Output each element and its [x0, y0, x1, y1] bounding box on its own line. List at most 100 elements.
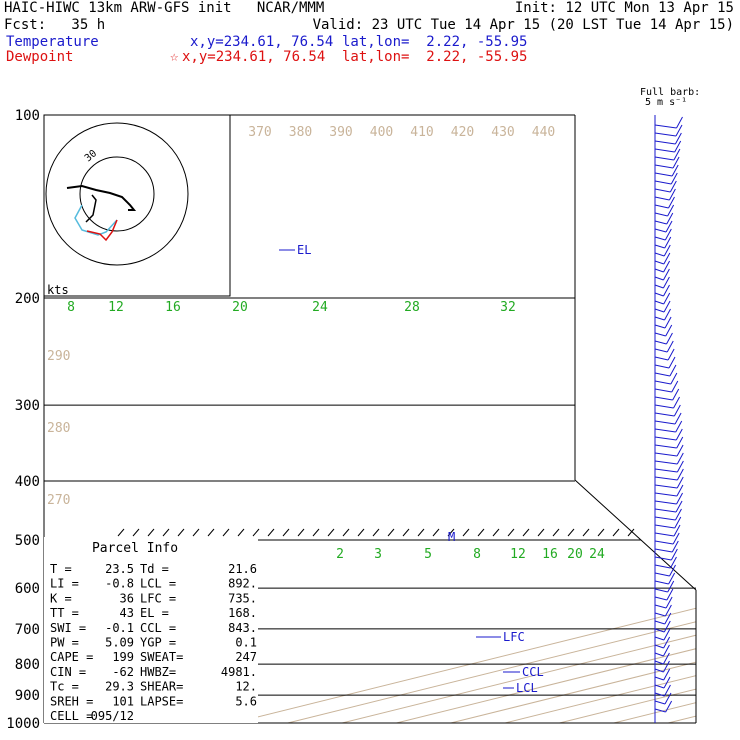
wind-barb — [654, 220, 673, 233]
wind-barb — [654, 156, 680, 169]
wind-barb — [654, 132, 682, 145]
parcel-label: TT = — [50, 606, 79, 620]
temperature-legend: Temperature — [6, 34, 99, 50]
wind-barb — [654, 268, 670, 281]
parcel-value: 43 — [120, 606, 134, 620]
mixing-ratio-label: 16 — [542, 547, 558, 562]
wind-barb — [654, 444, 684, 457]
wind-barb — [654, 340, 674, 353]
isotherm-line — [613, 702, 696, 723]
mixing-ratio-label: 8 — [473, 547, 481, 562]
hatch-tick — [597, 528, 605, 537]
wind-barb — [654, 476, 684, 489]
hatch-tick — [537, 528, 545, 537]
hatch-tick — [492, 528, 500, 537]
parcel-label: CAPE = — [50, 650, 93, 664]
hatch-tick — [462, 528, 470, 537]
hodograph-frame — [43, 114, 231, 297]
pressure-tick-label: 600 — [15, 581, 40, 597]
wind-barb — [654, 596, 673, 609]
mixing-ratio-label: 24 — [589, 547, 605, 562]
pressure-tick-label: 900 — [15, 688, 40, 704]
hatch-tick — [207, 528, 215, 537]
hatch-tick — [402, 528, 410, 537]
pressure-tick-label: 100 — [15, 108, 40, 124]
level-marker-lcl: LCL — [516, 681, 538, 695]
wind-barb — [654, 284, 670, 297]
wind-barb — [654, 308, 671, 321]
moist-adiabat-label: 24 — [312, 300, 328, 315]
theta-e-label: 420 — [451, 125, 474, 140]
parcel-value: 199 — [112, 650, 134, 664]
parcel-value: 168. — [228, 606, 257, 620]
isotherm-line — [396, 648, 696, 723]
hatch-tick — [612, 528, 620, 537]
wind-barb — [654, 676, 671, 689]
dewpoint-xy: x,y=234.61, 76.54 — [182, 49, 326, 65]
wind-barb — [654, 212, 674, 225]
parcel-label: SHEAR= — [140, 680, 183, 694]
hatch-tick — [162, 528, 170, 537]
parcel-value: 23.5 — [105, 562, 134, 576]
parcel-value: -62 — [112, 665, 134, 679]
wind-barb — [654, 668, 671, 681]
hatch-tick — [312, 528, 320, 537]
hatch-tick — [237, 528, 245, 537]
wind-barb — [654, 204, 675, 217]
wind-barb — [654, 700, 673, 713]
parcel-value: 101 — [112, 694, 134, 708]
wind-barb — [654, 124, 683, 137]
parcel-label: SREH = — [50, 694, 93, 708]
hatch-tick — [297, 528, 305, 537]
pressure-tick-label: 500 — [15, 533, 40, 549]
hodograph-trace-low — [74, 204, 118, 236]
wind-barb — [654, 348, 675, 361]
parcel-value: 5.09 — [105, 636, 134, 650]
dewpoint-marker: ☆ — [170, 49, 179, 65]
parcel-value: 4981. — [221, 665, 257, 679]
level-marker-lfc: LFC — [503, 630, 525, 644]
moist-adiabat-label: 8 — [67, 300, 75, 315]
wind-barb — [654, 652, 670, 665]
dewpoint-legend: Dewpoint — [6, 49, 74, 65]
hodograph-trace-surface — [86, 219, 118, 242]
parcel-label: Td = — [140, 562, 169, 576]
hatch-tick — [477, 528, 485, 537]
hatch-tick — [267, 528, 275, 537]
parcel-label: HWBZ= — [140, 665, 176, 679]
hatch-tick — [417, 528, 425, 537]
moist-adiabat-label: 16 — [165, 300, 181, 315]
wind-barb — [654, 564, 676, 577]
hatch-tick — [342, 528, 350, 537]
parcel-value: 36 — [120, 591, 134, 605]
wind-barb — [654, 436, 684, 449]
pressure-tick-label: 800 — [15, 657, 40, 673]
wind-barb — [654, 428, 683, 441]
hatch-tick — [432, 528, 440, 537]
hodograph-trace-mid — [85, 194, 97, 223]
hatch-tick — [567, 528, 575, 537]
parcel-info-title: Parcel Info — [92, 541, 178, 556]
isotherm-line — [668, 715, 696, 723]
wind-barb — [654, 276, 670, 289]
isotherm-line — [505, 675, 696, 723]
wind-barb — [654, 540, 679, 553]
wind-barb — [654, 580, 675, 593]
wind-barb — [654, 196, 675, 209]
forecast-hour: Fcst: 35 h — [4, 17, 106, 33]
wind-barb — [654, 260, 671, 273]
wind-barb — [654, 188, 676, 201]
wind-barb — [654, 324, 673, 337]
wind-barb — [654, 252, 671, 265]
wind-barb — [654, 644, 670, 657]
parcel-label: PW = — [50, 636, 79, 650]
parcel-info-panel — [44, 537, 258, 723]
wind-barb — [654, 660, 670, 673]
wind-barb — [654, 492, 683, 505]
wind-barb — [654, 452, 684, 465]
parcel-value: 21.6 — [228, 562, 257, 576]
theta-label: 270 — [47, 493, 70, 508]
parcel-value: 5.6 — [235, 694, 257, 708]
wind-barb — [654, 508, 682, 521]
wind-barb — [654, 500, 683, 513]
